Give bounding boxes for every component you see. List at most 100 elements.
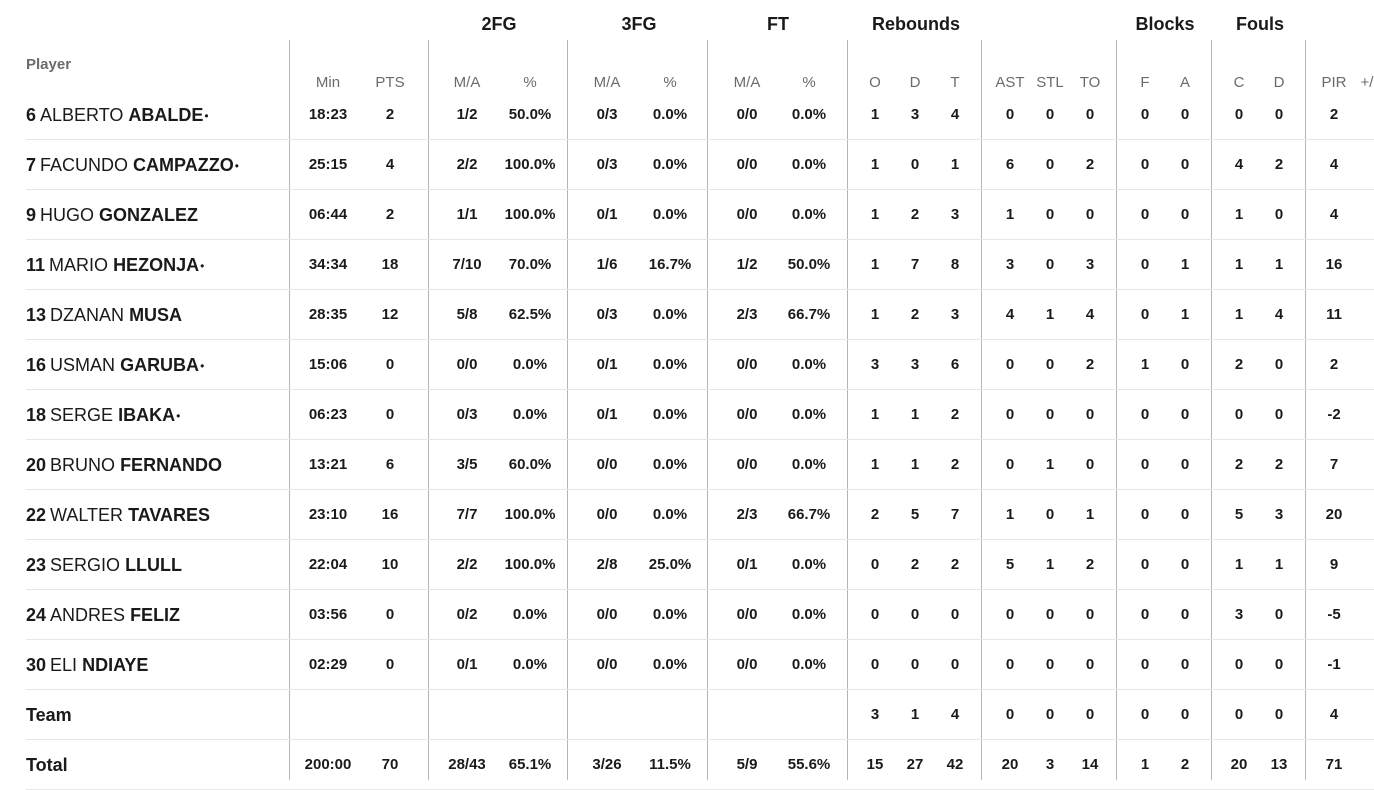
- stat-cell: 2: [950, 456, 960, 473]
- stat-cell: 0.0%: [791, 456, 827, 473]
- player-name[interactable]: 20 BRUNO FERNANDO: [26, 440, 222, 490]
- player-last-name: IBAKA: [118, 405, 176, 425]
- stat-cell: 0/0: [596, 606, 618, 623]
- stat-cell: 0: [1045, 106, 1055, 123]
- player-last-name: MUSA: [129, 305, 183, 325]
- row-divider: [26, 389, 1374, 390]
- stat-cell: 0: [1085, 706, 1095, 723]
- stat-cell: 1/1: [456, 206, 478, 223]
- player-last-name: NDIAYE: [82, 655, 149, 675]
- stat-cell: 0: [1140, 506, 1150, 523]
- column-divider: [1116, 40, 1117, 780]
- stat-cell: 0: [1005, 406, 1015, 423]
- stat-cell: 0: [1140, 556, 1150, 573]
- column-header[interactable]: %: [523, 74, 537, 91]
- stat-cell: 1: [1234, 306, 1244, 323]
- column-header[interactable]: M/A: [593, 74, 621, 91]
- player-name[interactable]: 24 ANDRES FELIZ: [26, 590, 180, 640]
- player-name[interactable]: 9 HUGO GONZALEZ: [26, 190, 198, 240]
- stat-cell: 4: [1234, 156, 1244, 173]
- column-header[interactable]: C: [1233, 74, 1245, 91]
- stat-cell: 0: [1085, 106, 1095, 123]
- player-name[interactable]: 18 SERGE IBAKA•: [26, 390, 180, 440]
- column-header[interactable]: A: [1179, 74, 1191, 91]
- player-first-name: ALBERTO: [40, 105, 124, 125]
- column-header[interactable]: AST: [995, 74, 1025, 91]
- stat-cell: 2: [1085, 156, 1095, 173]
- stat-cell: 0: [1045, 356, 1055, 373]
- stat-cell: 0: [1140, 306, 1150, 323]
- column-header[interactable]: O: [869, 74, 881, 91]
- stat-cell: 0/2: [456, 606, 478, 623]
- stat-cell: 70.0%: [508, 256, 552, 273]
- player-number: 7: [26, 155, 37, 175]
- stat-cell: 0: [1085, 656, 1095, 673]
- player-first-name: ELI: [50, 655, 78, 675]
- stat-cell: 0: [1140, 456, 1150, 473]
- stat-cell: 06:23: [308, 406, 348, 423]
- player-name[interactable]: 23 SERGIO LLULL: [26, 540, 182, 590]
- column-header[interactable]: D: [909, 74, 921, 91]
- column-header[interactable]: %: [802, 74, 816, 91]
- stat-cell: 1: [1085, 506, 1095, 523]
- stat-cell: 0: [1140, 606, 1150, 623]
- column-header[interactable]: %: [663, 74, 677, 91]
- player-name[interactable]: 30 ELI NDIAYE: [26, 640, 148, 690]
- column-header[interactable]: T: [950, 74, 960, 91]
- column-header[interactable]: M/A: [733, 74, 761, 91]
- stat-cell: 1: [1140, 756, 1150, 773]
- stat-cell: 0: [1180, 506, 1190, 523]
- stat-cell: 4: [1329, 206, 1339, 223]
- stat-cell: 6: [950, 356, 960, 373]
- stat-cell: 3: [910, 106, 920, 123]
- stat-cell: 11: [1326, 306, 1342, 323]
- stat-cell: 0: [1274, 406, 1284, 423]
- stat-cell: 16: [1325, 256, 1343, 273]
- column-header[interactable]: TO: [1079, 74, 1101, 91]
- column-header[interactable]: D: [1273, 74, 1285, 91]
- stat-cell: 3/5: [456, 456, 478, 473]
- group-header-3fg: 3FG: [621, 14, 657, 34]
- stat-cell: 1: [1274, 556, 1284, 573]
- team-row: Team 3 1 4 0 0 0 0 0 0 0 4: [26, 690, 1374, 740]
- stat-cell: 0: [1045, 256, 1055, 273]
- stat-cell: 0: [910, 656, 920, 673]
- stat-cell: 0.0%: [791, 106, 827, 123]
- stat-cell: 66.7%: [787, 306, 831, 323]
- stat-cell: 7: [1329, 456, 1339, 473]
- player-name[interactable]: 16 USMAN GARUBA•: [26, 340, 204, 390]
- stat-cell: 20: [1001, 756, 1019, 773]
- player-name[interactable]: 11 MARIO HEZONJA•: [26, 240, 204, 290]
- column-header[interactable]: STL: [1036, 74, 1064, 91]
- column-header[interactable]: F: [1140, 74, 1150, 91]
- stat-cell: 0: [1140, 706, 1150, 723]
- stat-cell: 0: [1274, 356, 1284, 373]
- stat-cell: 0: [1234, 656, 1244, 673]
- player-name[interactable]: 13 DZANAN MUSA: [26, 290, 182, 340]
- column-header[interactable]: +/: [1360, 74, 1374, 91]
- stat-cell: 4: [1329, 706, 1339, 723]
- player-column-header[interactable]: Player: [26, 56, 72, 73]
- stat-cell: 1/6: [596, 256, 618, 273]
- stat-cell: 2: [1085, 356, 1095, 373]
- player-name[interactable]: 22 WALTER TAVARES: [26, 490, 210, 540]
- column-header[interactable]: M/A: [453, 74, 481, 91]
- stat-cell: 2: [870, 506, 880, 523]
- stat-cell: 0: [1085, 206, 1095, 223]
- player-name[interactable]: 7 FACUNDO CAMPAZZO•: [26, 140, 239, 190]
- player-row: 23 SERGIO LLULL 22:04 10 2/2 100.0% 2/8 25.0% 0/…: [26, 540, 1374, 590]
- stat-cell: 0.0%: [791, 406, 827, 423]
- stat-cell: 0/0: [736, 656, 758, 673]
- stat-cell: 1: [870, 256, 880, 273]
- column-header[interactable]: Min: [315, 74, 341, 91]
- stat-cell: 42: [946, 756, 964, 773]
- stat-cell: 0: [1234, 106, 1244, 123]
- stat-cell: 2: [1180, 756, 1190, 773]
- stat-cell: 0: [1045, 706, 1055, 723]
- column-header[interactable]: PIR: [1321, 74, 1347, 91]
- player-row: 22 WALTER TAVARES 23:10 16 7/7 100.0% 0/0 0.0% 2…: [26, 490, 1374, 540]
- stat-cell: 55.6%: [787, 756, 831, 773]
- column-header[interactable]: PTS: [375, 74, 405, 91]
- player-name[interactable]: 6 ALBERTO ABALDE•: [26, 90, 209, 140]
- stat-cell: 23:10: [308, 506, 348, 523]
